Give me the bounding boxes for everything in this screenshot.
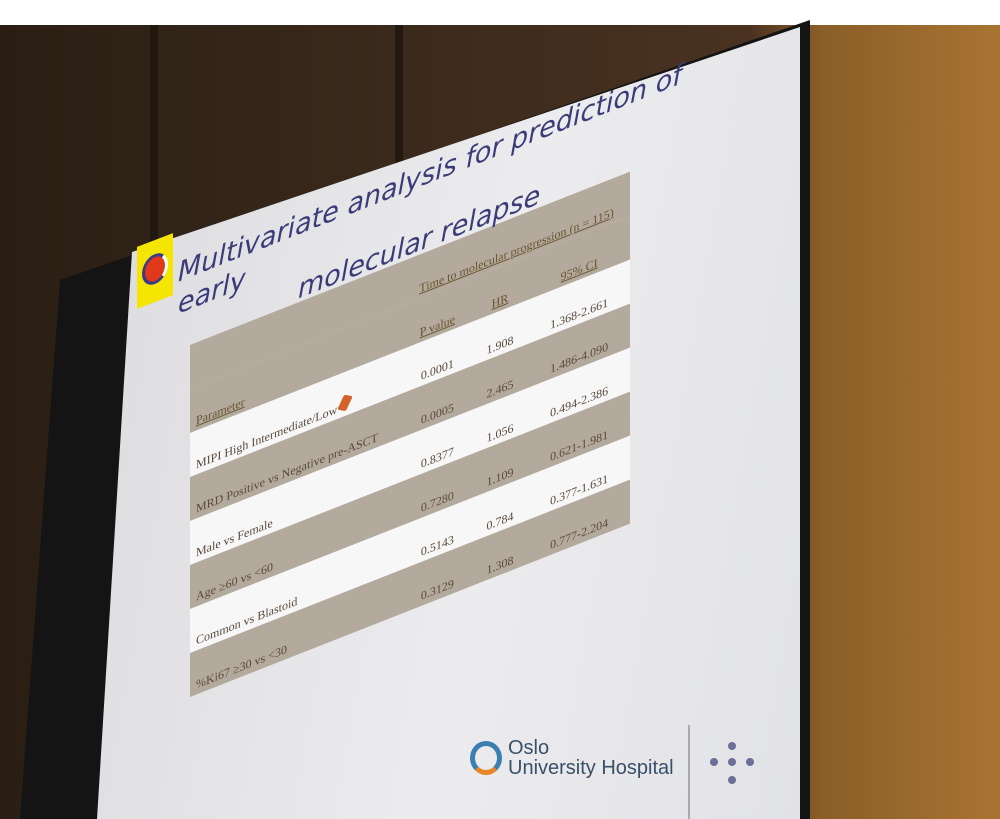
hospital-brand: Oslo University Hospital <box>470 738 674 778</box>
laser-pointer-icon <box>337 394 354 412</box>
brand-line-1: Oslo <box>508 737 550 759</box>
footer-divider <box>688 725 690 819</box>
dots-logo-icon <box>710 742 754 790</box>
hospital-logo-icon <box>470 741 502 775</box>
brand-line-2: University Hospital <box>508 757 674 779</box>
